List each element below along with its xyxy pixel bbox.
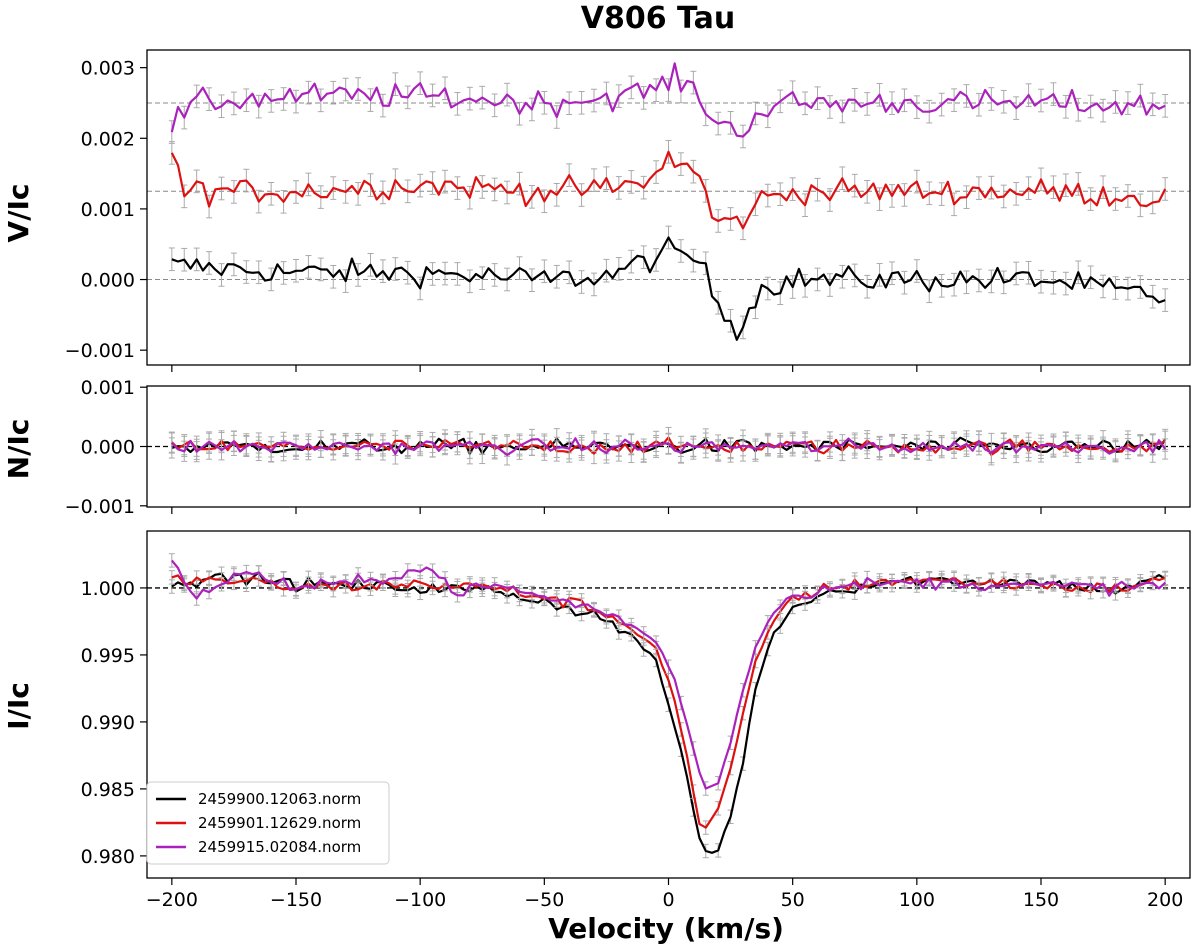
xtick-label: −50 [524,889,564,911]
xtick-label: 200 [1147,889,1183,911]
xtick-label: −100 [394,889,446,911]
ytick-label-i: 0.985 [81,779,135,801]
legend-entry-1: 2459900.12063.norm [198,790,361,808]
ytick-label-v: 0.001 [81,199,135,221]
ytick-label-v: 0.000 [81,270,135,292]
panel-i: I/Ic 1.000 0.995 0.990 0.985 0.980 −200 −150 −1… [2,530,1191,911]
ytick-label-n: −0.001 [65,496,135,518]
ylabel-i: I/Ic [2,682,35,730]
ytick-label-v: 0.002 [81,128,135,150]
ytick-label-i: 0.995 [81,645,135,667]
chart-title: V806 Tau [581,1,735,36]
errorbars-v-3 [168,70,1169,149]
ytick-label-i: 0.990 [81,712,135,734]
series-line-v-3 [170,62,1166,138]
ytick-label-n: 0.001 [81,377,135,399]
xtick-label: 0 [662,889,674,911]
xtick-label: −150 [270,889,322,911]
xtick-label: −200 [146,889,198,911]
ytick-label-v: −0.001 [65,340,135,362]
legend-entry-2: 2459901.12629.norm [198,814,361,832]
xtick-label: 100 [899,889,935,911]
ylabel-v: V/Ic [2,184,35,243]
ylabel-n: N/Ic [2,419,35,480]
series-line-i-2 [171,574,1166,829]
ytick-label-n: 0.000 [81,437,135,459]
xlabel: Velocity (km/s) [548,912,784,945]
legend-box [146,781,390,865]
errorbars-v-1 [168,225,1169,340]
series-line-v-1 [171,236,1166,341]
series-line-n-3 [171,437,1167,456]
ytick-label-v: 0.003 [81,58,135,80]
errorbars-v-2 [168,140,1169,241]
series-line-v-2 [170,150,1167,230]
xtick-label: 150 [1023,889,1059,911]
series-line-i-3 [170,559,1166,790]
legend-entry-3: 2459915.02084.norm [198,838,361,856]
xtick-label: 50 [781,889,805,911]
ytick-label-i: 1.000 [81,578,135,600]
legend: 2459900.12063.norm 2459901.12629.norm 24… [146,781,390,865]
panel-v: V/Ic 0.003 0.002 0.001 0.000 −0.001 [2,49,1191,372]
panel-n: N/Ic 0.001 0.000 −0.001 [2,377,1191,518]
ytick-label-i: 0.980 [81,846,135,868]
